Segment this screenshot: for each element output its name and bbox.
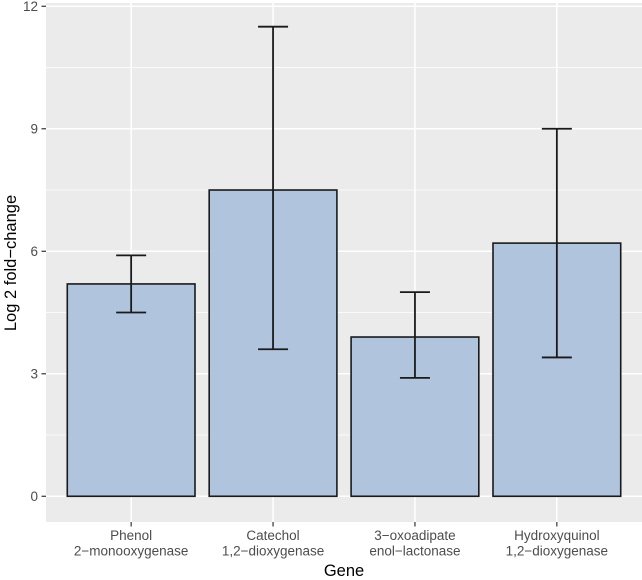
x-tick-label-line: Hydroxyquinol <box>514 528 600 543</box>
x-tick-label-line: Phenol <box>110 528 152 543</box>
x-tick-label: Phenol 2−monooxygenase <box>74 528 188 559</box>
x-tick-label-line: 3−oxoadipate <box>374 528 455 543</box>
y-axis-title: Log 2 fold−change <box>2 195 20 331</box>
y-tick-label: 0 <box>30 489 38 504</box>
y-tick-label: 3 <box>30 366 38 381</box>
bar <box>66 283 196 498</box>
x-tick-label-line: 1,2−dioxygenase <box>506 544 608 559</box>
y-tick-label: 12 <box>23 0 38 14</box>
x-tick-label-line: 1,2−dioxygenase <box>222 544 324 559</box>
x-tick-label: Hydroxyquinol 1,2−dioxygenase <box>506 528 608 559</box>
x-tick-label-line: Catechol <box>246 528 299 543</box>
x-tick-label: 3−oxoadipate enol−lactonase <box>369 528 460 559</box>
bar <box>492 242 622 498</box>
y-tick-label: 9 <box>30 121 38 136</box>
y-tick-label: 6 <box>30 244 38 259</box>
x-tick-label: Catechol 1,2−dioxygenase <box>222 528 324 559</box>
x-tick-label-line: 2−monooxygenase <box>74 544 188 559</box>
x-axis-title: Gene <box>324 562 364 580</box>
x-tick-label-line: enol−lactonase <box>369 544 460 559</box>
